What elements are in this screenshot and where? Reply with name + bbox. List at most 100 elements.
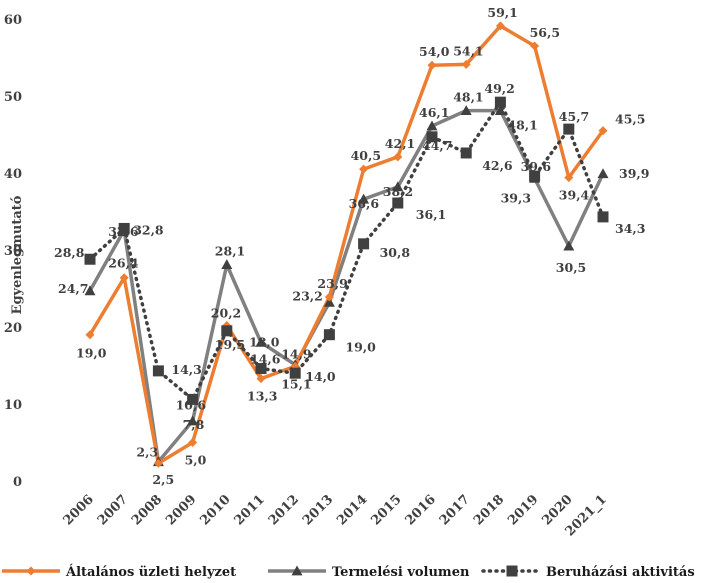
data-label: 14,3: [171, 362, 201, 377]
data-point: [494, 96, 506, 108]
data-point: [392, 197, 404, 209]
data-label: 54,1: [453, 43, 483, 58]
data-label: 5,0: [185, 453, 207, 468]
y-tick-label: 30: [4, 244, 22, 259]
legend-item: Általános üzleti helyzet: [2, 564, 236, 580]
data-point: [84, 285, 96, 296]
data-point: [221, 259, 233, 270]
data-point: [563, 123, 575, 135]
x-tick-label: 2012: [266, 492, 302, 528]
data-point: [84, 253, 96, 265]
data-label: 20,2: [211, 305, 241, 320]
legend-marker: [291, 565, 303, 576]
data-label: 14,0: [305, 369, 336, 384]
data-point: [85, 330, 95, 340]
data-label: 39,4: [559, 188, 590, 203]
data-point: [118, 222, 130, 234]
data-label: 44,7: [422, 138, 452, 153]
x-tick-label: 2018: [471, 492, 507, 528]
y-tick-label: 40: [4, 167, 22, 182]
legend-item: Beruházási aktivitás: [481, 565, 695, 580]
data-label: 28,8: [54, 245, 85, 260]
series-line: [88, 108, 605, 464]
data-label: 45,7: [559, 109, 589, 124]
data-label: 34,3: [615, 221, 645, 236]
y-axis: 0 10 20 30 40 50 60: [4, 13, 22, 490]
data-point: [255, 336, 267, 347]
y-tick-label: 60: [4, 13, 22, 28]
data-point: [358, 193, 370, 204]
data-label: 42,1: [385, 136, 415, 151]
x-tick-label: 2011: [232, 492, 268, 528]
x-tick-label: 2013: [300, 492, 336, 528]
data-point: [289, 367, 301, 379]
data-label: 2,3: [136, 444, 158, 459]
series-line: [88, 24, 605, 466]
data-point: [598, 126, 608, 136]
x-tick-label: 2016: [403, 492, 439, 528]
data-point: [495, 21, 505, 31]
y-axis-title: Egyenlegmutató: [10, 195, 25, 314]
data-label: 24,7: [58, 281, 88, 296]
data-label: 39,9: [619, 166, 649, 181]
data-label: 19,5: [215, 337, 245, 352]
data-point: [153, 458, 163, 468]
data-point: [323, 296, 335, 307]
y-tick-label: 10: [4, 398, 22, 413]
data-point: [188, 438, 198, 447]
legend-item: Termelési volumen: [268, 565, 470, 580]
data-point: [255, 363, 267, 375]
data-label: 59,1: [487, 5, 517, 20]
data-point: [393, 152, 403, 162]
data-label: 39,3: [501, 190, 531, 205]
data-label: 45,5: [615, 112, 645, 127]
data-label: 38,2: [383, 184, 413, 199]
x-tick-label: 2019: [505, 492, 541, 528]
data-label: 56,5: [530, 25, 560, 40]
x-tick-label: 2007: [95, 492, 131, 528]
data-label: 30,5: [556, 260, 586, 275]
legend-marker: [506, 565, 518, 577]
data-point: [597, 211, 609, 223]
data-label: 19,0: [345, 340, 376, 355]
data-point: [152, 365, 164, 377]
data-label: 30,8: [380, 245, 411, 260]
data-point: [359, 164, 369, 174]
data-label: 10,6: [176, 397, 207, 412]
data-label: 39,6: [521, 159, 552, 174]
data-label: 14,6: [250, 352, 281, 367]
x-tick-label: 2017: [437, 492, 473, 528]
data-label: 7,8: [183, 417, 205, 432]
data-label: 36,6: [349, 196, 380, 211]
data-label: 19,0: [76, 346, 107, 361]
data-point: [119, 273, 129, 283]
data-point: [494, 105, 506, 116]
data-point: [460, 147, 472, 159]
data-point: [461, 59, 471, 69]
data-label: 49,2: [484, 81, 514, 96]
data-label: 13,3: [247, 389, 277, 404]
legend-label: Általános üzleti helyzet: [65, 564, 236, 580]
data-point: [427, 60, 437, 70]
data-label: 23,2: [292, 288, 322, 303]
data-label: 32,6: [108, 224, 139, 239]
data-point: [187, 415, 199, 426]
data-point: [358, 238, 370, 250]
data-labels: 19,0 26,4 2,3 5,0 20,2 13,3 14,9 23,9 40,5 42,1 54…: [54, 5, 649, 487]
data-point: [529, 170, 541, 182]
data-point: [324, 292, 334, 302]
data-label: 26,4: [108, 256, 139, 271]
data-label: 48,1: [453, 90, 483, 105]
series-lines: [88, 24, 605, 466]
series-line: [88, 100, 605, 402]
x-tick-label: 2009: [163, 492, 199, 528]
data-label: 28,1: [215, 244, 245, 259]
y-tick-label: 0: [13, 475, 22, 490]
x-tick-label: 2015: [368, 492, 404, 528]
data-label: 2,5: [152, 472, 174, 487]
data-label: 48,1: [507, 118, 537, 133]
series-markers: [84, 21, 609, 468]
data-label: 32,8: [133, 222, 164, 237]
data-label: 46,1: [419, 105, 449, 120]
